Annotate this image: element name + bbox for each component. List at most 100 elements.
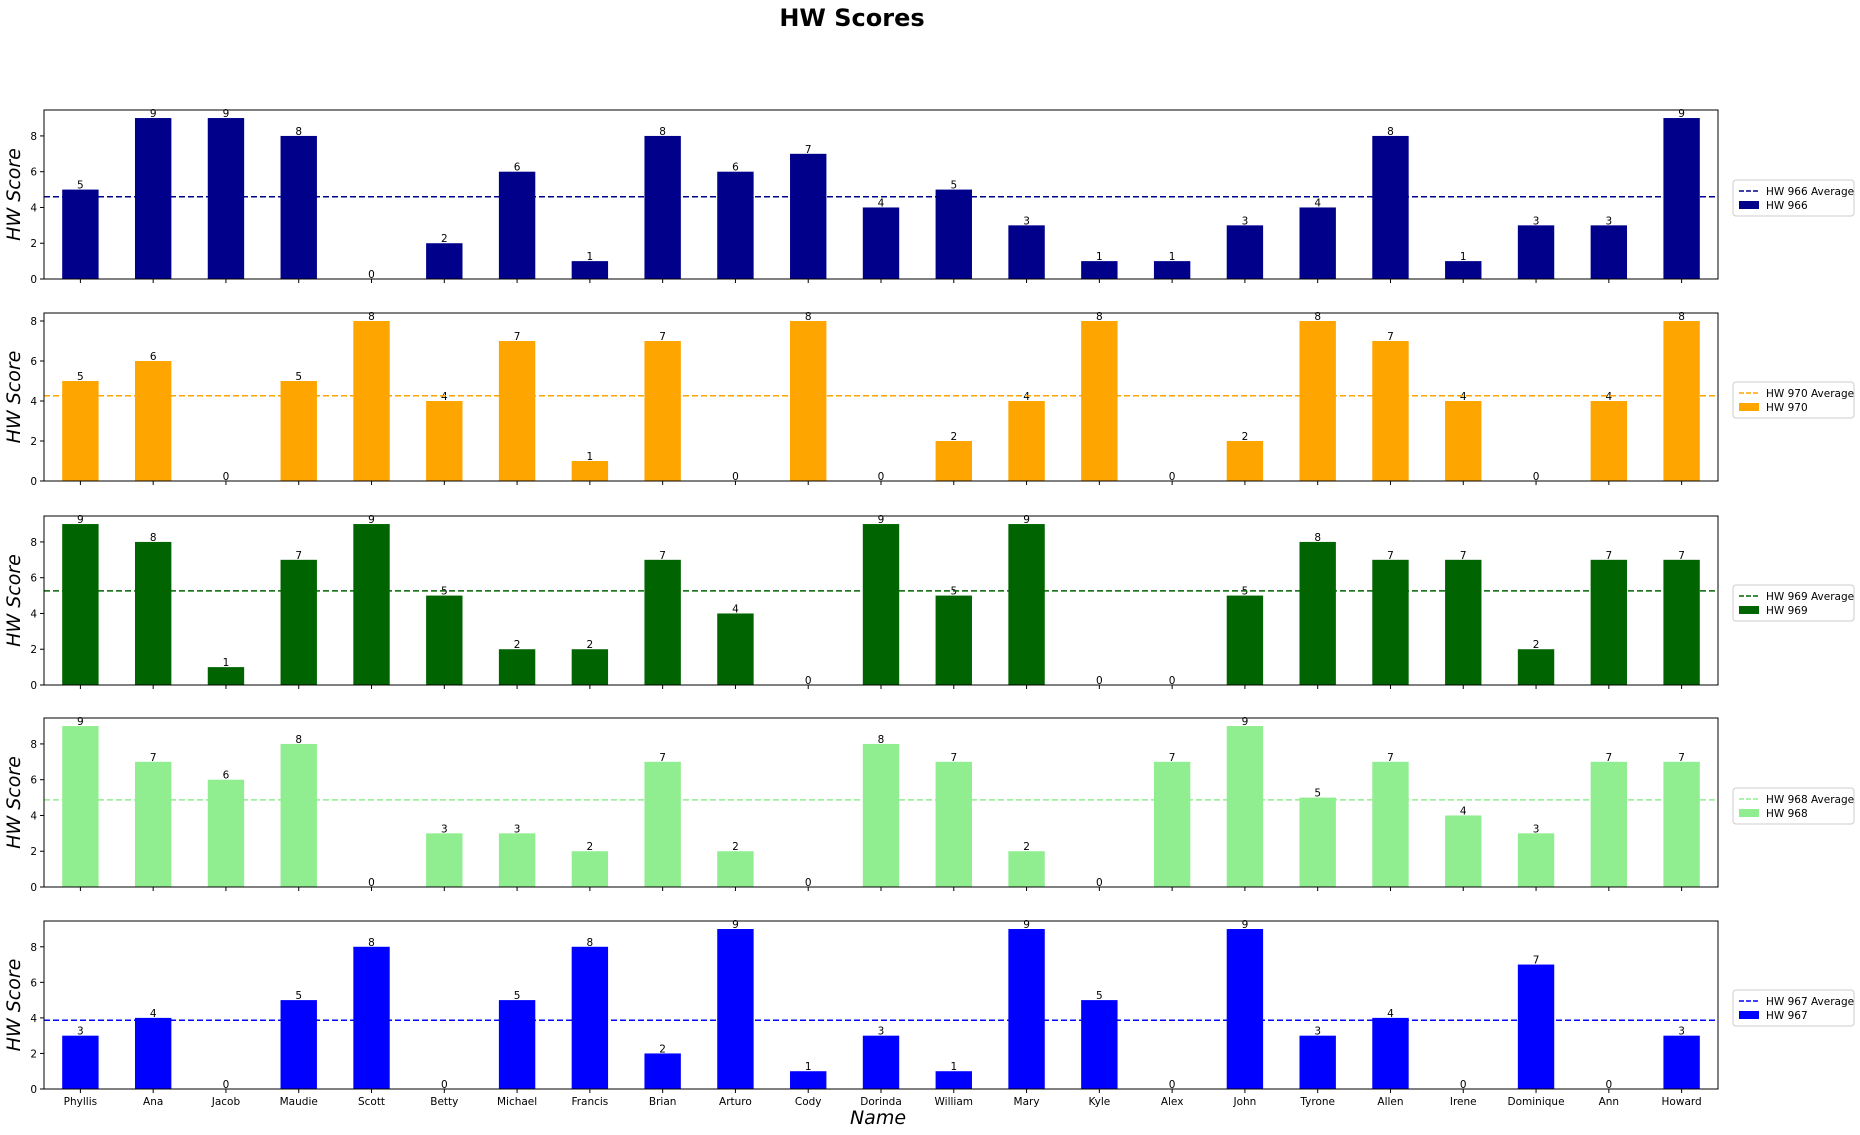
bar-ann <box>1590 225 1628 279</box>
data-label: 8 <box>1387 126 1394 138</box>
data-label: 0 <box>1169 471 1176 483</box>
x-tick-label: Scott <box>358 1096 385 1108</box>
y-tick-label: 8 <box>30 942 37 954</box>
x-tick-label: Howard <box>1662 1096 1702 1108</box>
data-label: 1 <box>1096 251 1103 263</box>
subplot-2: HW Score 5 6 0 5 8 4 7 1 7 0 8 0 2 4 8 0 2 8 7 4 0 4 8 0 2 4 6 8 HW 9… <box>3 311 1855 488</box>
y-tick-label: 8 <box>30 739 37 751</box>
data-label: 0 <box>1096 877 1103 889</box>
bar-alex <box>1153 761 1191 887</box>
y-tick-label: 8 <box>30 131 37 143</box>
bar-brian <box>644 341 681 481</box>
bar-allen <box>1372 1017 1409 1089</box>
figure-title: HW Scores <box>779 4 924 32</box>
x-tick-label: Brian <box>649 1096 677 1108</box>
data-label: 6 <box>150 351 157 363</box>
x-tick-label: Arturo <box>719 1096 752 1108</box>
bar-mary <box>1008 225 1045 279</box>
data-label: 4 <box>441 391 448 403</box>
data-label: 4 <box>1023 391 1030 403</box>
legend: HW 970 Average HW 970 <box>1732 381 1855 419</box>
bar-brian <box>644 1053 681 1089</box>
bar-kyle <box>1081 321 1118 481</box>
bar-irene <box>1445 401 1482 481</box>
data-label: 9 <box>878 514 885 526</box>
data-label: 2 <box>587 841 594 853</box>
data-label: 3 <box>514 823 521 835</box>
data-label: 8 <box>1096 311 1103 323</box>
y-tick-label: 0 <box>30 476 37 488</box>
legend-bar-swatch <box>1739 606 1759 614</box>
bar-mary <box>1008 401 1045 481</box>
data-label: 9 <box>732 919 739 931</box>
data-label: 9 <box>1023 514 1030 526</box>
data-label: 8 <box>1314 532 1321 544</box>
data-label: 7 <box>805 144 812 156</box>
y-tick-label: 8 <box>30 537 37 549</box>
data-label: 0 <box>1169 675 1176 687</box>
data-label: 7 <box>1387 752 1394 764</box>
legend: HW 969 Average HW 969 <box>1732 584 1855 622</box>
bar-arturo <box>717 851 754 887</box>
data-label: 8 <box>368 937 375 949</box>
y-tick-label: 8 <box>30 316 37 328</box>
bar-john <box>1226 441 1264 481</box>
x-tick-label: Phyllis <box>64 1096 97 1108</box>
bar-michael <box>498 833 536 887</box>
legend-series-label: HW 966 <box>1766 200 1808 212</box>
y-tick-label: 4 <box>30 608 37 620</box>
x-tick-label: Tyrone <box>1299 1096 1335 1108</box>
data-label: 2 <box>441 233 448 245</box>
y-tick-label: 4 <box>30 810 37 822</box>
data-label: 7 <box>1533 955 1540 967</box>
legend-bar-swatch <box>1739 201 1759 209</box>
legend-bar-swatch <box>1739 809 1759 817</box>
data-label: 3 <box>1605 215 1612 227</box>
legend-bar-swatch <box>1739 403 1759 411</box>
legend-box <box>1732 787 1855 825</box>
bar-betty <box>426 401 463 481</box>
bar-ana <box>134 361 172 481</box>
data-label: 7 <box>150 752 157 764</box>
data-label: 4 <box>1460 805 1467 817</box>
bar-tyrone <box>1299 207 1336 279</box>
legend-average-label: HW 969 Average <box>1766 591 1854 603</box>
y-axis-label: HW Score <box>3 756 25 849</box>
y-tick-label: 2 <box>30 846 37 858</box>
bar-phyllis <box>62 524 99 685</box>
bar-scott <box>353 946 390 1089</box>
data-label: 2 <box>659 1043 666 1055</box>
data-label: 2 <box>587 639 594 651</box>
x-tick-label: Maudie <box>280 1096 318 1108</box>
data-label: 7 <box>1460 550 1467 562</box>
legend-bar-swatch <box>1739 1011 1759 1019</box>
bar-jacob <box>207 779 245 887</box>
data-label: 4 <box>1314 197 1321 209</box>
legend-average-label: HW 967 Average <box>1766 996 1854 1008</box>
bar-ann <box>1590 761 1628 887</box>
bar-dorinda <box>862 1035 900 1089</box>
legend-average-label: HW 970 Average <box>1766 388 1854 400</box>
bar-francis <box>571 261 609 279</box>
bar-howard <box>1663 118 1700 279</box>
bar-maudie <box>280 559 317 685</box>
bar-william <box>935 595 972 685</box>
bar-howard <box>1663 321 1700 481</box>
data-label: 8 <box>368 311 375 323</box>
bar-howard <box>1663 1035 1700 1089</box>
data-label: 9 <box>223 108 230 120</box>
bar-ana <box>134 761 172 887</box>
bar-francis <box>571 851 609 887</box>
y-tick-label: 0 <box>30 680 37 692</box>
bar-phyllis <box>62 189 99 279</box>
legend-average-label: HW 968 Average <box>1766 794 1854 806</box>
data-label: 7 <box>1169 752 1176 764</box>
bar-howard <box>1663 559 1700 685</box>
y-tick-label: 2 <box>30 436 37 448</box>
data-label: 0 <box>1169 1079 1176 1091</box>
bar-cody <box>790 153 827 279</box>
data-label: 5 <box>77 180 84 192</box>
data-label: 1 <box>587 451 594 463</box>
bar-alex <box>1153 261 1191 279</box>
